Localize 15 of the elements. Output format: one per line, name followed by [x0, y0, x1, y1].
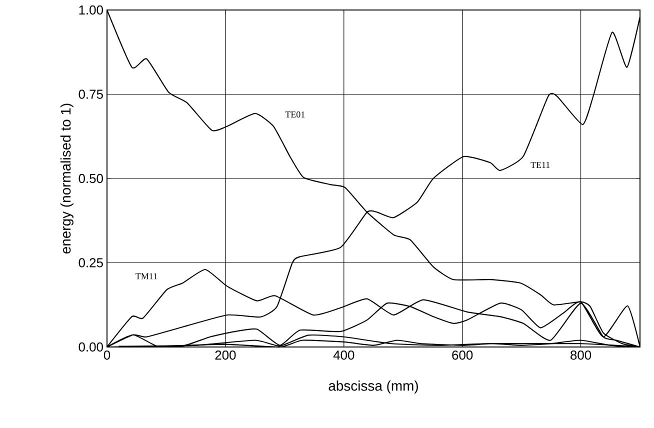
y-axis-title: energy (normalised to 1) [60, 104, 74, 254]
x-tick-label: 600 [452, 350, 473, 360]
y-tick-label: 0.25 [78, 258, 103, 268]
y-tick-label: 0.75 [78, 90, 103, 99]
series-label: TM11 [136, 273, 157, 280]
x-tick-label: 0 [104, 350, 110, 360]
series-label: TE11 [530, 162, 550, 168]
x-axis-title: abscissa (mm) [328, 380, 418, 394]
y-tick-label: 0.50 [78, 174, 103, 184]
x-tick-label: 800 [570, 350, 592, 360]
x-tick-label: 400 [333, 350, 354, 360]
x-tick-label: 200 [215, 350, 236, 360]
y-tick-label: 1.00 [79, 5, 103, 15]
series-label: TE01 [285, 111, 305, 118]
y-tick-label: 0.00 [78, 342, 103, 352]
